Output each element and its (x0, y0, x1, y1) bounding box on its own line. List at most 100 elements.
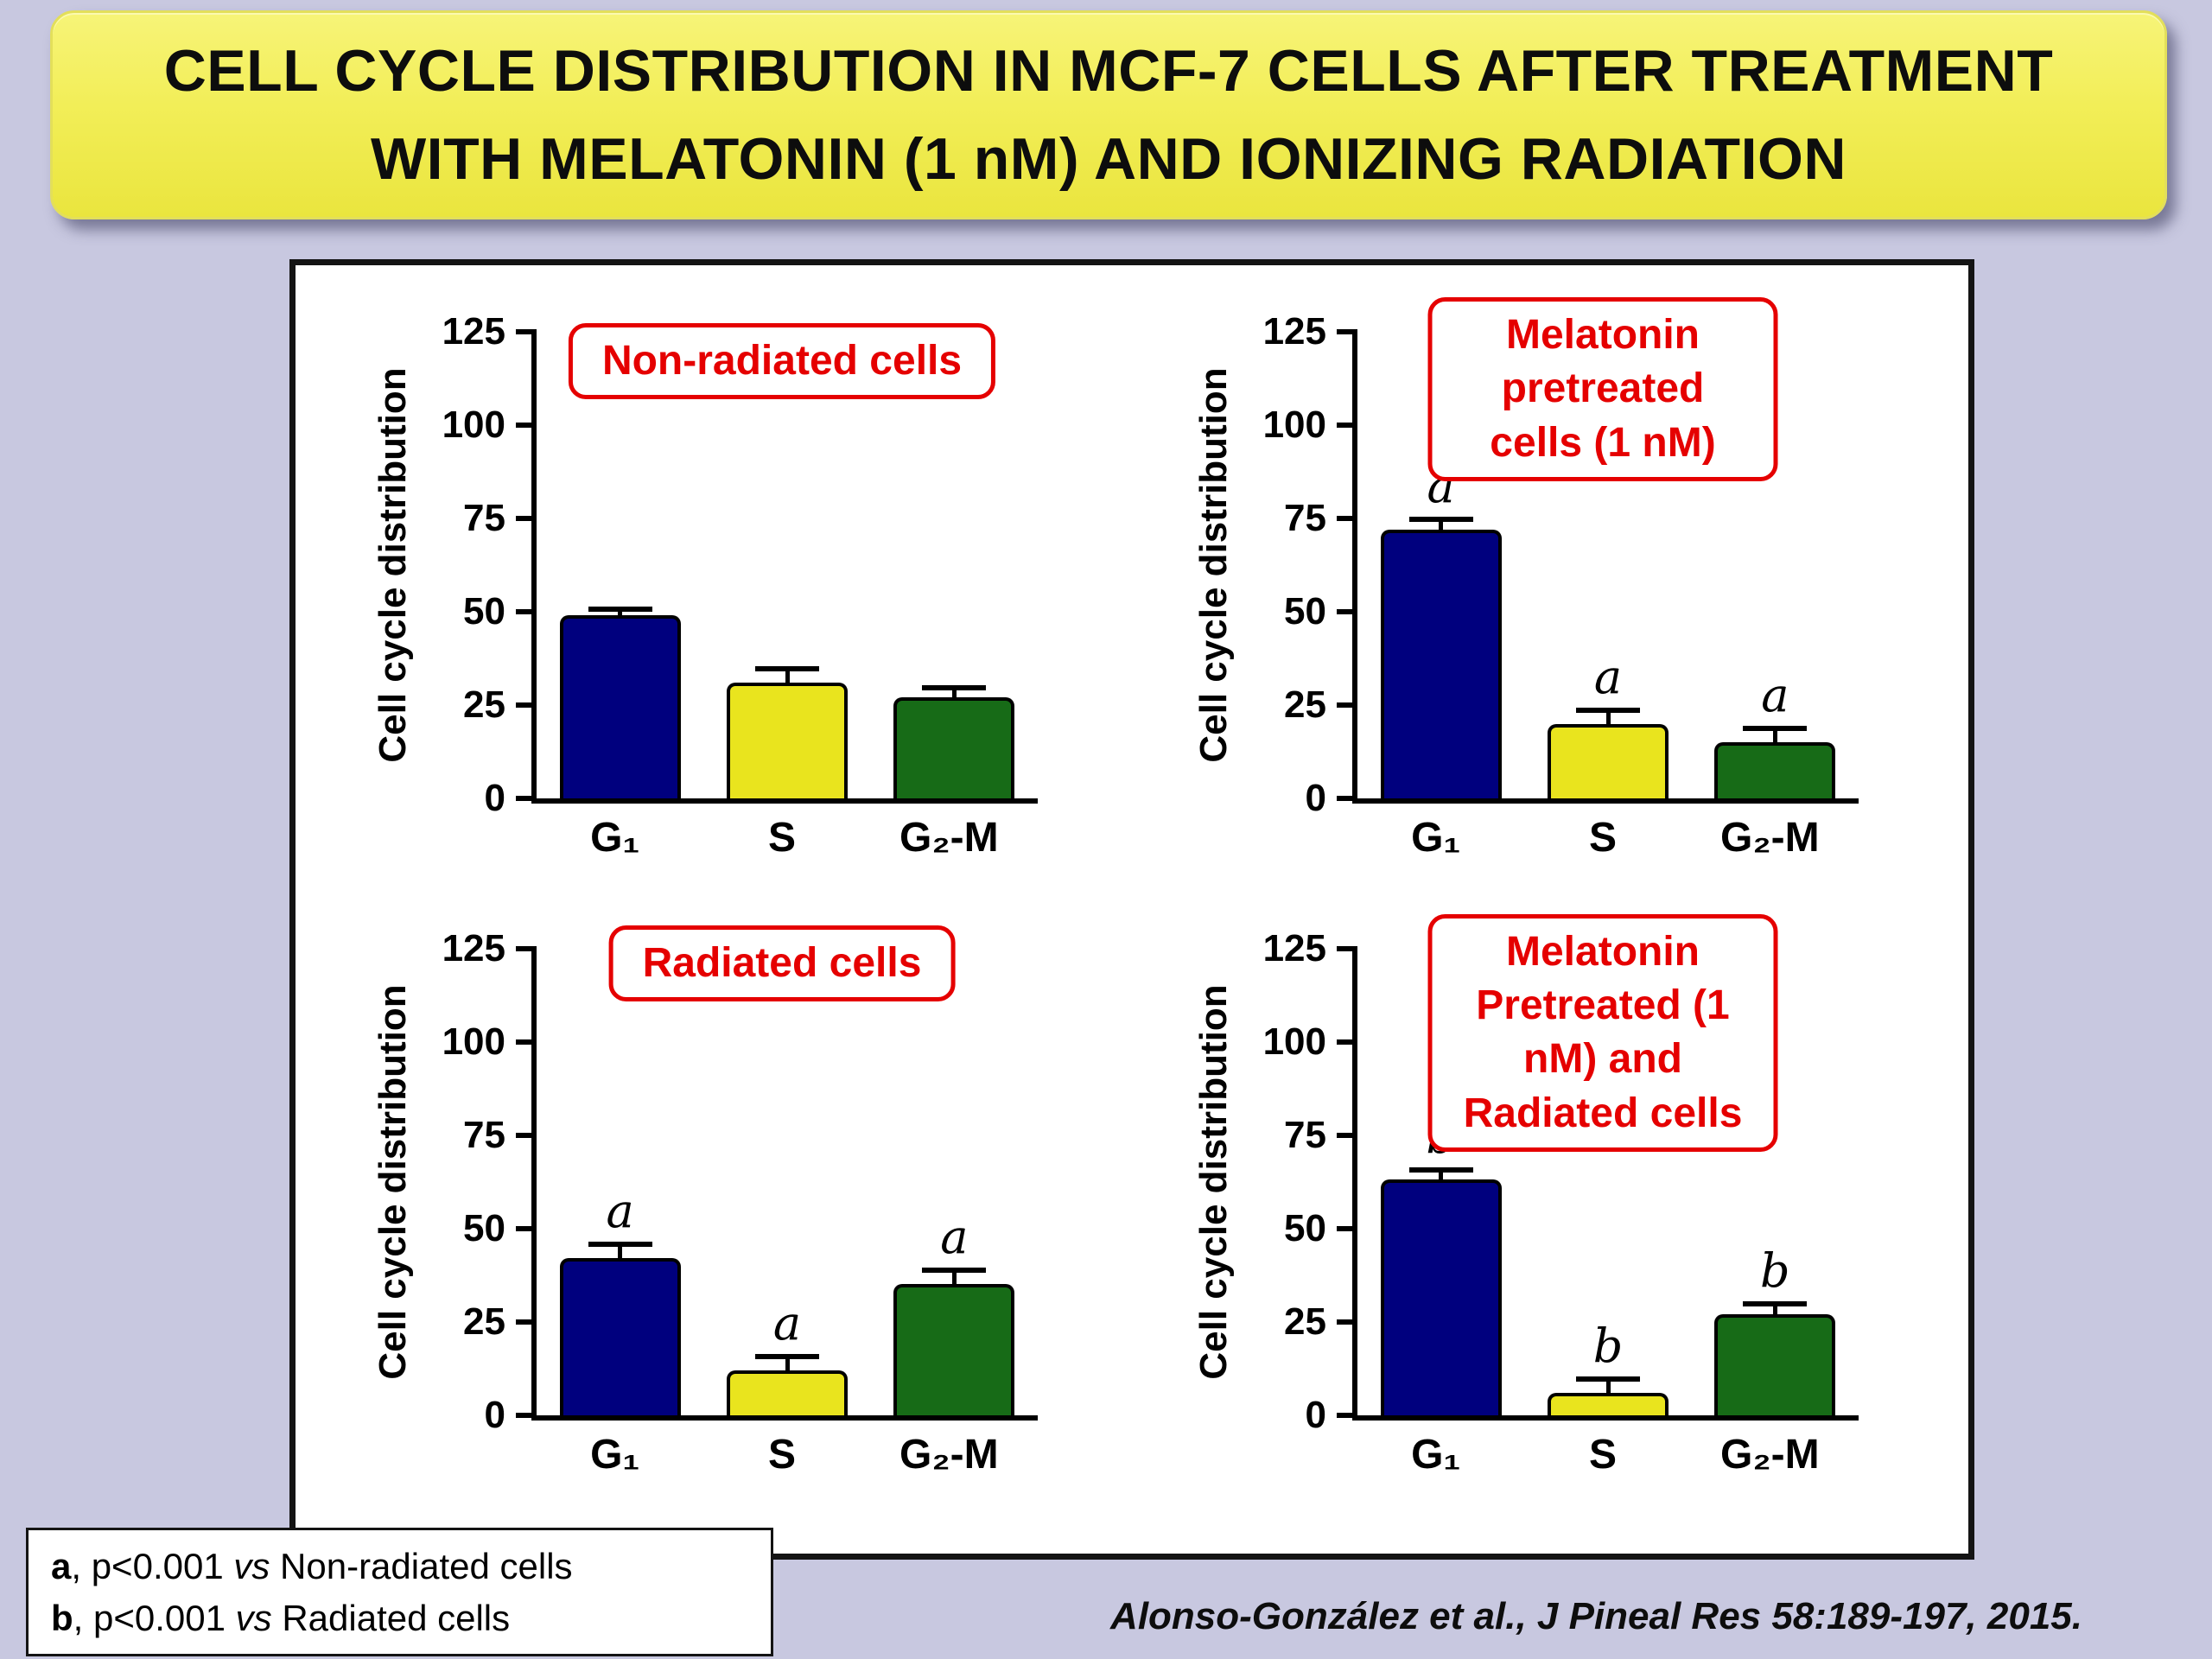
footnote-vs: vs (233, 1546, 270, 1586)
y-axis-label: Cell cycle distribution (1192, 983, 1235, 1380)
page-title-line-2: WITH MELATONIN (1 nM) AND IONIZING RADIA… (371, 126, 1847, 192)
significance-letter: a (1593, 649, 1623, 704)
bar (559, 1258, 681, 1415)
y-tick-mark (1337, 1225, 1357, 1231)
y-tick-label: 0 (1305, 777, 1326, 819)
error-bar-cap (588, 1242, 652, 1248)
footnote-text: Non-radiated cells (270, 1546, 573, 1586)
x-category-label: G₁ (1411, 815, 1461, 861)
significance-letter: a (1761, 668, 1789, 723)
error-bar-cap (755, 666, 819, 672)
plot-area: 0 25 50 75 100 125 a a a (442, 927, 1038, 1436)
error-bar (785, 671, 790, 683)
significance-letter: b (1760, 1243, 1790, 1299)
error-bar (618, 612, 623, 616)
y-tick-mark (1337, 796, 1357, 801)
y-tick-mark (1337, 609, 1357, 614)
figure-panel: Cell cycle distribution Non-radiated cel… (289, 259, 1974, 1560)
bar (1548, 723, 1669, 798)
y-tick-mark (1337, 516, 1357, 521)
significance-letter: a (772, 1295, 802, 1351)
y-tick-mark (516, 945, 537, 951)
y-tick-label: 100 (1262, 1020, 1326, 1063)
y-tick-mark (516, 1225, 537, 1231)
plot-area: 0 25 50 75 100 125 a a a (1263, 310, 1859, 819)
error-bar (1439, 522, 1444, 530)
y-tick-mark (516, 423, 537, 428)
error-bar-cap (1576, 707, 1640, 713)
x-category-label: G₂-M (899, 815, 999, 861)
x-category-label: G₂-M (899, 1431, 999, 1478)
y-tick-mark (516, 1412, 537, 1418)
y-tick-label: 50 (1284, 1206, 1326, 1249)
y-tick-mark (516, 609, 537, 614)
y-tick-label: 100 (442, 1020, 505, 1063)
y-tick-mark (516, 1319, 537, 1325)
y-tick-label: 0 (484, 1393, 505, 1436)
error-bar-cap (588, 607, 652, 612)
bar (893, 697, 1015, 798)
footnote-text: , p<0.001 (71, 1546, 234, 1586)
y-tick-label: 75 (1284, 497, 1326, 539)
y-tick-label: 100 (442, 404, 505, 446)
chart-title: Melatonin pretreated cells (1 nM) (1427, 297, 1778, 482)
chart-title: Melatonin Pretreated (1 nM) and Radiated… (1427, 913, 1778, 1153)
y-tick-label: 25 (463, 683, 505, 726)
footnote-text: , p<0.001 (73, 1597, 236, 1638)
x-category-label: S (1588, 815, 1618, 861)
plot-area: 0 25 50 75 100 125 (442, 310, 1038, 819)
y-tick-mark (1337, 329, 1357, 334)
significance-letter: a (940, 1210, 969, 1265)
title-banner: CELL CYCLE DISTRIBUTION IN MCF-7 CELLS A… (50, 10, 2167, 219)
y-tick-mark (1337, 1132, 1357, 1138)
y-tick-label: 125 (442, 926, 505, 969)
y-tick-label: 50 (463, 1206, 505, 1249)
error-bar-cap (922, 684, 987, 690)
y-tick-mark (516, 796, 537, 801)
chart-title: Radiated cells (608, 925, 956, 1001)
footnote-marker-b: b (51, 1597, 73, 1638)
error-bar-cap (1408, 1166, 1473, 1173)
y-tick-mark (516, 329, 537, 334)
error-bar (1772, 731, 1777, 743)
y-tick-label: 0 (1305, 1393, 1326, 1436)
y-tick-mark (1337, 945, 1357, 951)
y-tick-label: 25 (1284, 683, 1326, 726)
y-tick-mark (1337, 423, 1357, 428)
citation: Alonso-González et al., J Pineal Res 58:… (1110, 1595, 2082, 1637)
y-tick-mark (1337, 702, 1357, 708)
bar (893, 1284, 1015, 1415)
y-tick-mark (1337, 1412, 1357, 1418)
x-category-label: S (767, 1431, 797, 1478)
footnote-text: Radiated cells (271, 1597, 511, 1638)
y-tick-mark (516, 1132, 537, 1138)
error-bar-cap (1743, 1301, 1808, 1307)
x-category-label: S (1588, 1431, 1618, 1478)
y-axis-label: Cell cycle distribution (1192, 367, 1235, 763)
y-tick-mark (516, 702, 537, 708)
bar (1548, 1392, 1669, 1415)
error-bar-cap (1576, 1376, 1640, 1382)
plot-area: 0255075100125bbb (1263, 927, 1859, 1436)
error-bar-cap (755, 1353, 819, 1359)
bar (1380, 529, 1502, 798)
y-tick-label: 100 (1262, 404, 1326, 446)
error-bar-cap (922, 1268, 987, 1274)
bar (727, 683, 848, 798)
chart-title: Non-radiated cells (568, 323, 996, 400)
y-tick-label: 125 (442, 310, 505, 353)
bar (1714, 742, 1836, 798)
y-tick-label: 125 (1262, 310, 1326, 353)
y-tick-mark (516, 1039, 537, 1045)
x-category-label: S (767, 815, 797, 861)
error-bar-cap (1743, 726, 1808, 732)
footnote-marker-a: a (51, 1546, 72, 1586)
significance-letter: a (606, 1184, 634, 1239)
x-category-label: G₁ (590, 1431, 640, 1478)
y-tick-label: 125 (1262, 926, 1326, 969)
y-tick-label: 25 (1284, 1300, 1326, 1343)
chart-non-radiated-cells: Cell cycle distribution Non-radiated cel… (311, 276, 1132, 893)
x-category-label: G₂-M (1720, 1431, 1820, 1478)
error-bar (951, 1273, 957, 1285)
